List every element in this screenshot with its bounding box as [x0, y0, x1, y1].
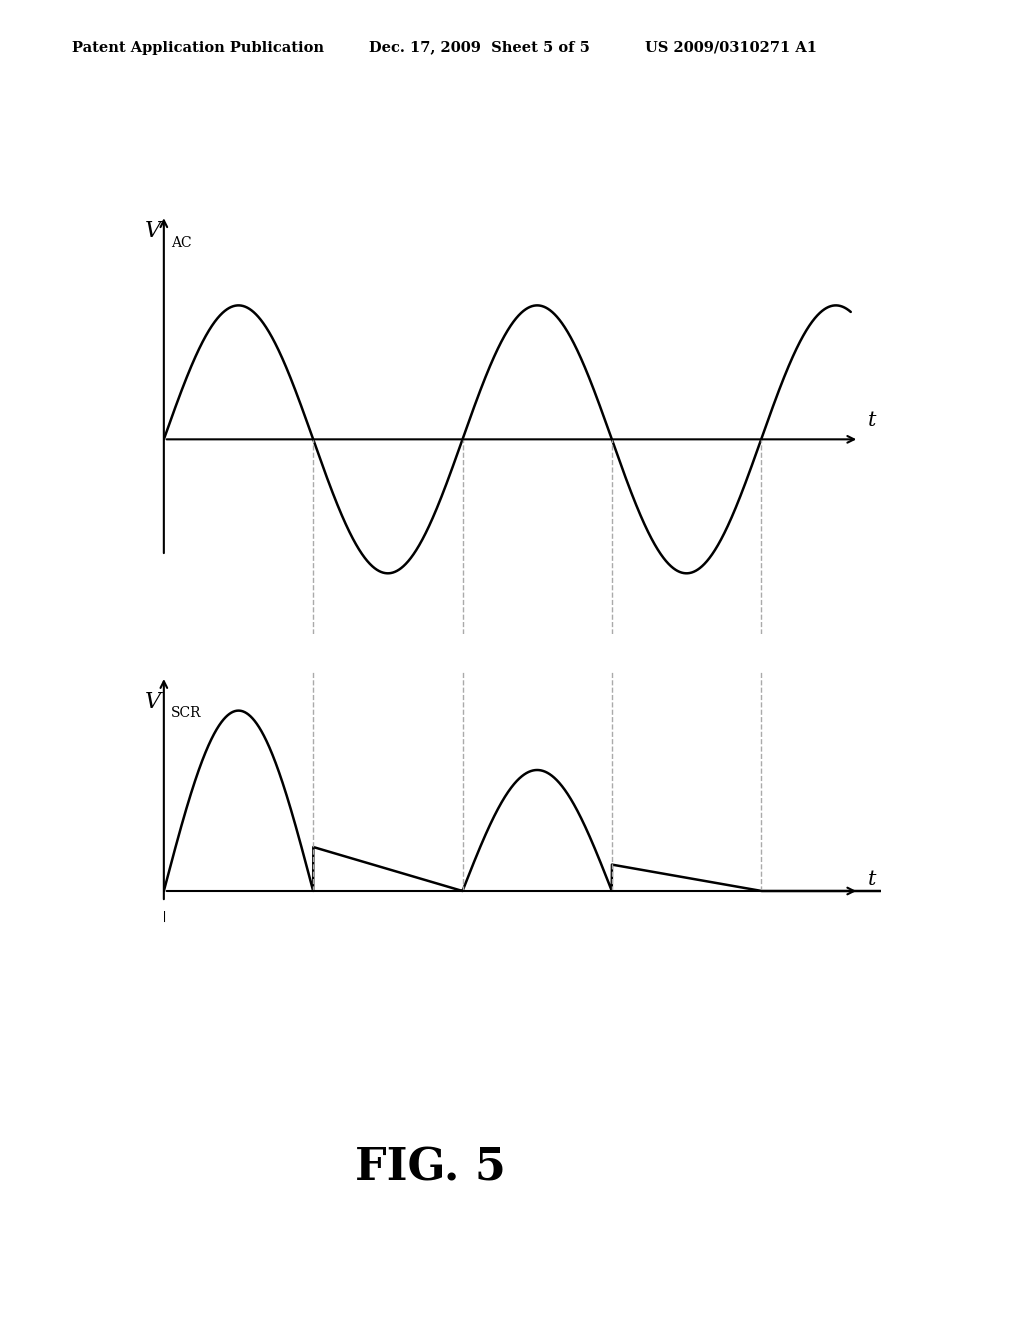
Text: SCR: SCR	[171, 706, 202, 721]
Text: t: t	[868, 870, 877, 888]
Text: FIG. 5: FIG. 5	[354, 1147, 506, 1189]
Text: AC: AC	[171, 236, 191, 249]
Text: Patent Application Publication: Patent Application Publication	[72, 41, 324, 54]
Text: t: t	[868, 411, 877, 430]
Text: US 2009/0310271 A1: US 2009/0310271 A1	[645, 41, 817, 54]
Text: V: V	[145, 219, 162, 242]
Text: V: V	[145, 690, 162, 713]
Text: Dec. 17, 2009  Sheet 5 of 5: Dec. 17, 2009 Sheet 5 of 5	[369, 41, 590, 54]
